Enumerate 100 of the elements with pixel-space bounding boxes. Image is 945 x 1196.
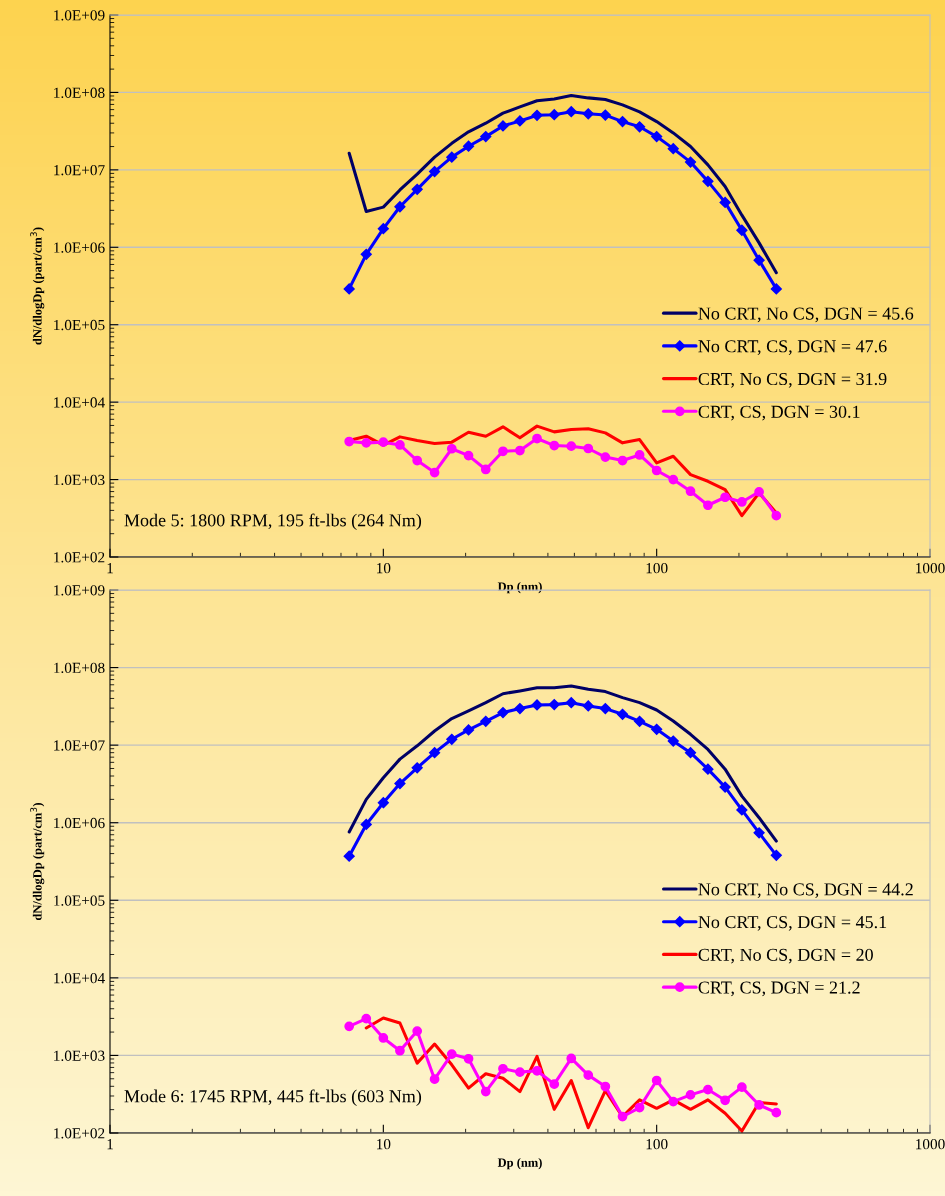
point (361, 437, 372, 448)
point (446, 443, 457, 454)
point (770, 283, 782, 295)
point (565, 697, 577, 709)
y-tick-label: 1.0E+09 (54, 585, 105, 596)
point (463, 1053, 474, 1064)
point (378, 1033, 389, 1043)
point (720, 492, 730, 503)
point (600, 452, 611, 462)
point (498, 446, 508, 457)
point (583, 443, 594, 454)
point (737, 1082, 747, 1093)
point (446, 151, 458, 163)
x-axis-title: Dp (nm) (497, 581, 542, 594)
point (343, 850, 355, 862)
point (395, 440, 405, 450)
point (668, 1096, 679, 1107)
point (480, 715, 492, 727)
y-tick-label: 1.0E+06 (54, 817, 105, 829)
point (583, 1070, 594, 1081)
point (616, 115, 629, 128)
point (429, 467, 440, 478)
point (719, 196, 731, 208)
y-tick-label: 1.0E+03 (54, 474, 105, 486)
y-tick-label: 1.0E+08 (54, 87, 105, 98)
point (394, 777, 406, 790)
point (702, 175, 714, 187)
point (736, 804, 748, 816)
point (360, 248, 372, 260)
x-tick-label: 1000 (916, 1139, 945, 1150)
point (651, 1075, 662, 1086)
point (599, 702, 611, 715)
y-tick-label: 1.0E+07 (54, 740, 105, 751)
point (446, 733, 458, 745)
point (582, 108, 594, 120)
point (685, 486, 696, 497)
point (633, 121, 646, 133)
point (736, 224, 748, 236)
point (617, 455, 628, 466)
point (651, 130, 663, 143)
point (617, 1111, 628, 1122)
point (395, 1045, 405, 1056)
y-tick-label: 1.0E+05 (54, 319, 105, 331)
line-series (347, 94, 778, 275)
y-tick-label: 1.0E+03 (54, 1050, 105, 1061)
annotation: Mode 6: 1745 RPM, 445 ft-lbs (603 Nm) (124, 1089, 422, 1106)
point (361, 1013, 372, 1024)
x-tick-label: 1 (107, 1139, 113, 1150)
point (498, 1063, 508, 1074)
point (378, 437, 389, 448)
annotation: Mode 5: 1800 RPM, 195 ft-lbs (264 Nm) (124, 513, 422, 531)
legend-label: No CRT, No CS, DGN = 44.2 (698, 883, 913, 899)
point (634, 450, 645, 460)
point (633, 715, 646, 727)
point (684, 156, 697, 168)
point (411, 183, 423, 195)
point (514, 702, 526, 715)
point (515, 445, 525, 456)
y-tick-label: 1.0E+02 (54, 1128, 105, 1139)
legend-label: No CRT, No CS, DGN = 45.6 (698, 307, 914, 323)
point (702, 763, 714, 775)
line-series (347, 684, 778, 843)
point (480, 130, 492, 143)
point (531, 109, 543, 121)
point (600, 1081, 611, 1092)
point (343, 283, 355, 295)
point (684, 747, 697, 759)
point (411, 762, 423, 774)
x-tick-label: 100 (646, 563, 668, 574)
point (548, 109, 560, 121)
y-tick-label: 1.0E+09 (54, 10, 105, 21)
point (771, 1107, 782, 1118)
y-tick-label: 1.0E+06 (54, 242, 105, 253)
point (685, 1090, 696, 1100)
point (754, 487, 764, 497)
legend-label: CRT, CS, DGN = 21.2 (698, 981, 860, 997)
point (394, 201, 406, 213)
x-tick-label: 10 (377, 563, 391, 574)
x-tick-label: 100 (646, 1139, 668, 1150)
point (703, 500, 713, 511)
point (377, 223, 389, 235)
point (480, 464, 491, 475)
y-axis-title: dN/dlogDp (part/cm$^{3}$) (30, 227, 45, 345)
point (360, 818, 372, 831)
point (566, 1053, 577, 1064)
point (344, 436, 355, 447)
point (532, 433, 542, 444)
point (497, 706, 509, 719)
x-axis-title: Dp (nm) (497, 1157, 542, 1170)
point (753, 827, 765, 839)
point (532, 1065, 542, 1076)
point (412, 1026, 423, 1036)
point (720, 1095, 730, 1106)
point (770, 849, 782, 861)
point (548, 699, 560, 711)
point (565, 106, 577, 118)
point (344, 1021, 355, 1032)
point (753, 254, 765, 266)
point (531, 699, 543, 711)
point (515, 1067, 525, 1077)
